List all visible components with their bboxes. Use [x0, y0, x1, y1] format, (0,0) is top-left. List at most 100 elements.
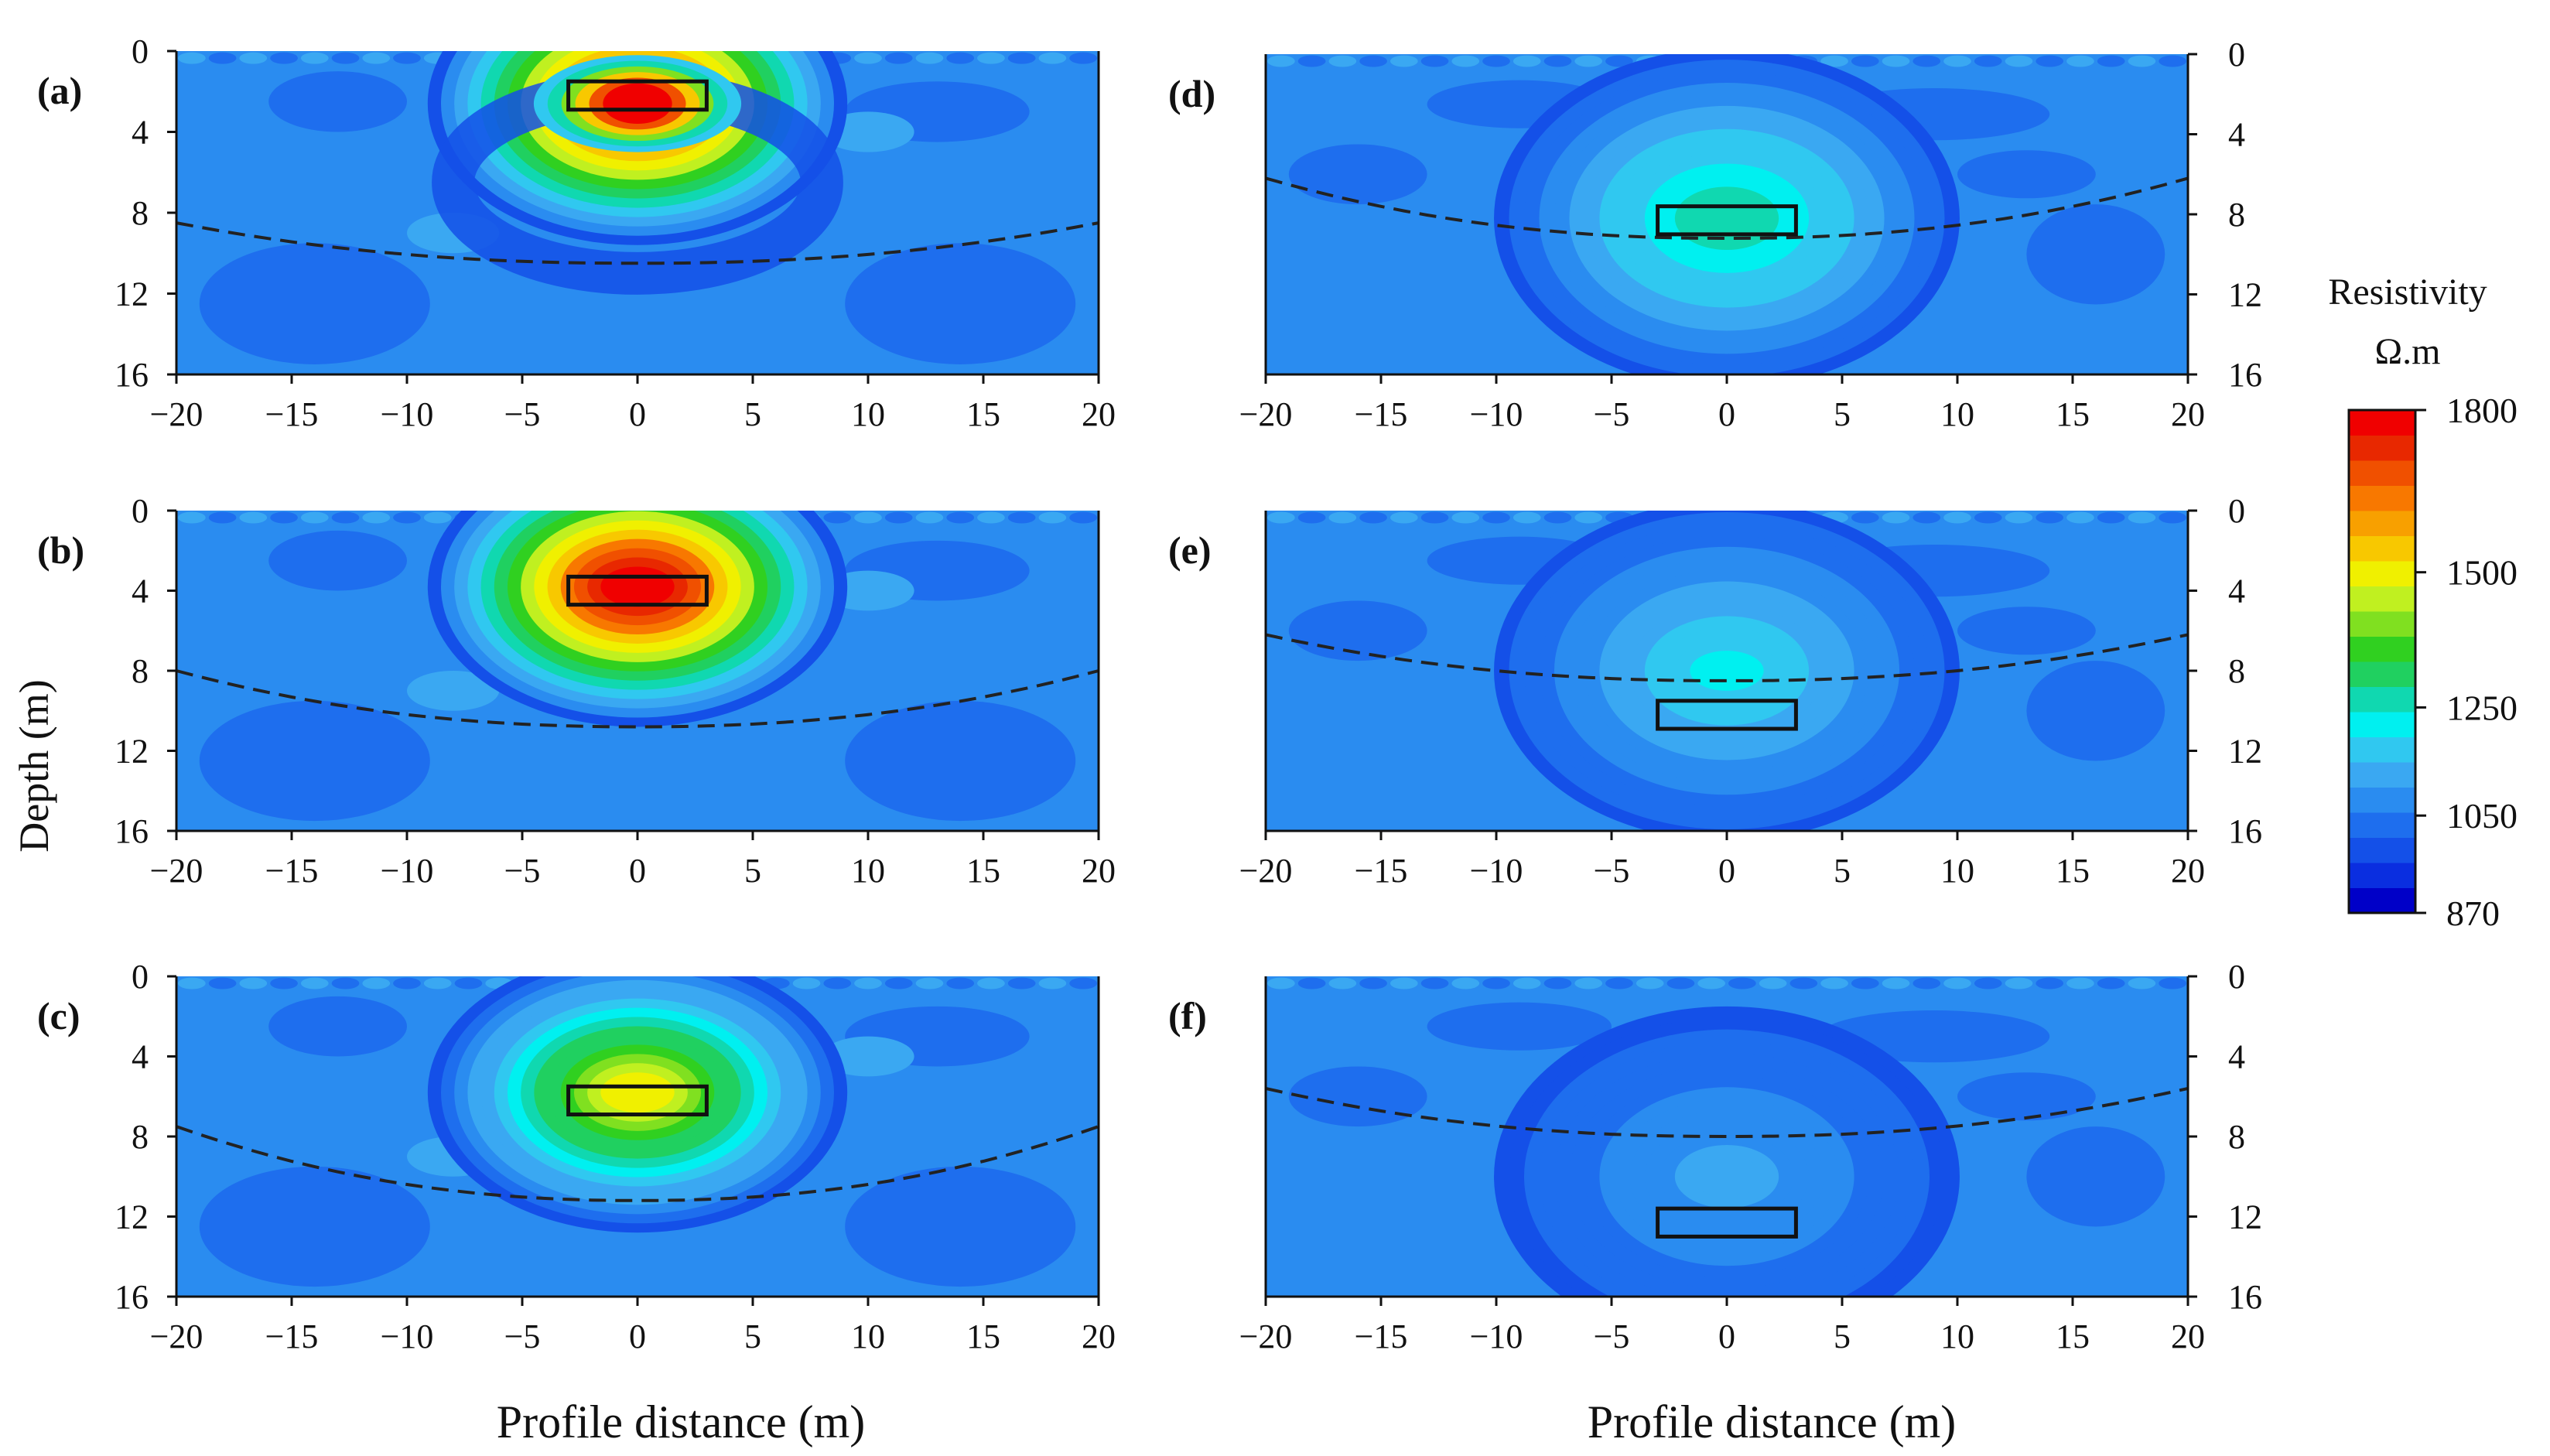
x-tick-label: 5 [1834, 852, 1851, 890]
x-tick-label: −15 [1355, 395, 1408, 433]
x-tick-label: 15 [2056, 852, 2090, 890]
y-tick-label: 8 [132, 194, 149, 232]
surface-noise [2128, 511, 2156, 524]
surface-noise [2005, 511, 2033, 524]
target-rectangle [566, 1084, 709, 1117]
surface-noise [1328, 977, 1357, 989]
surface-noise [1636, 977, 1664, 989]
surface-noise [1297, 977, 1326, 989]
x-tick-label: 5 [744, 852, 761, 890]
x-tick-label: 20 [2171, 852, 2205, 890]
surface-noise [1513, 55, 1541, 67]
surface-noise [1328, 55, 1357, 67]
surface-noise [1069, 511, 1098, 524]
x-tick-label: 10 [851, 395, 885, 433]
surface-noise [2005, 977, 2033, 989]
anomaly-contour [1690, 1156, 1764, 1197]
x-tick-label: 0 [629, 1318, 646, 1355]
colorbar-segment [2349, 535, 2415, 562]
plot-area [176, 51, 1099, 374]
x-tick-label: 10 [1940, 395, 1974, 433]
target-rectangle [1656, 1206, 1798, 1239]
surface-noise [1912, 977, 1941, 989]
y-tick-label: 4 [132, 572, 149, 610]
surface-noise [1266, 55, 1295, 67]
surface-noise [1851, 55, 1879, 67]
y-tick-label: 4 [132, 114, 149, 152]
surface-noise [1666, 977, 1695, 989]
x-tick-label: 5 [744, 1318, 761, 1355]
x-tick-label: 10 [851, 852, 885, 890]
texture-patch [2026, 204, 2165, 305]
colorbar-segment [2349, 812, 2415, 838]
y-tick-label: 8 [2228, 196, 2245, 234]
x-tick-label: 15 [966, 1318, 1000, 1355]
surface-noise [1359, 511, 1387, 524]
surface-noise [854, 511, 882, 524]
surface-noise [2097, 977, 2125, 989]
texture-patch [268, 996, 407, 1057]
surface-noise [1390, 511, 1418, 524]
surface-noise [331, 52, 360, 64]
surface-noise [1974, 511, 2002, 524]
surface-noise [393, 52, 421, 64]
surface-noise [208, 511, 237, 524]
surface-noise [2128, 55, 2156, 67]
x-tick-label: 20 [1082, 395, 1116, 433]
surface-noise [300, 52, 329, 64]
surface-noise [208, 977, 237, 989]
surface-noise [1943, 511, 1971, 524]
colorbar-segment [2349, 611, 2415, 637]
surface-noise [915, 977, 944, 989]
y-tick-label: 0 [132, 492, 149, 530]
texture-patch [845, 243, 1076, 364]
surface-noise [2159, 55, 2187, 67]
anomaly-contour [600, 1072, 675, 1113]
surface-noise [2036, 511, 2064, 524]
surface-noise [823, 511, 852, 524]
y-tick-label: 16 [2228, 1278, 2262, 1316]
panel-label: (e) [1168, 528, 1212, 572]
surface-noise [1297, 511, 1326, 524]
surface-noise [177, 977, 206, 989]
surface-noise [2066, 511, 2094, 524]
surface-noise [2036, 977, 2064, 989]
x-tick-label: −5 [504, 1318, 541, 1355]
y-tick-label: 12 [2228, 276, 2262, 314]
surface-noise [1882, 55, 1910, 67]
surface-noise [1007, 511, 1036, 524]
surface-noise [884, 977, 913, 989]
surface-noise [1820, 55, 1848, 67]
panel-label: (c) [37, 994, 80, 1037]
surface-noise [1482, 977, 1510, 989]
surface-noise [1328, 511, 1357, 524]
colorbar: 1800 1500 1250 1050 870 [2347, 391, 2518, 933]
layer-boundary [176, 221, 1099, 265]
surface-noise [1759, 977, 1787, 989]
x-tick-label: −10 [1470, 852, 1523, 890]
x-tick-label: 5 [744, 395, 761, 433]
surface-noise [1007, 52, 1036, 64]
colorbar-segment [2349, 460, 2415, 486]
surface-noise [1851, 511, 1879, 524]
panel-c: −20 −15 −10 −5 0 5 10 15 20 0 4 8 12 16 (c) [37, 958, 1116, 1355]
surface-noise [270, 511, 298, 524]
x-tick-label: −20 [1239, 395, 1293, 433]
surface-noise [1513, 511, 1541, 524]
surface-noise [1728, 977, 1756, 989]
colorbar-segment [2349, 511, 2415, 536]
texture-patch [1957, 1072, 2096, 1121]
surface-noise [1574, 511, 1603, 524]
x-tick-label: 15 [966, 395, 1000, 433]
x-axis-label-left: Profile distance (m) [497, 1396, 866, 1447]
x-tick-label: −10 [1470, 395, 1523, 433]
texture-patch [1957, 150, 2096, 199]
y-tick-label: 8 [2228, 1118, 2245, 1156]
x-tick-label: 10 [851, 1318, 885, 1355]
panel-e: −20 −15 −10 −5 0 5 10 15 20 0 4 8 12 16 (e) [1168, 492, 2262, 890]
colorbar-tick-label: 1250 [2446, 688, 2518, 727]
surface-noise [208, 52, 237, 64]
anomaly-core [603, 83, 672, 125]
texture-patch [1427, 1002, 1612, 1051]
surface-noise [1974, 977, 2002, 989]
